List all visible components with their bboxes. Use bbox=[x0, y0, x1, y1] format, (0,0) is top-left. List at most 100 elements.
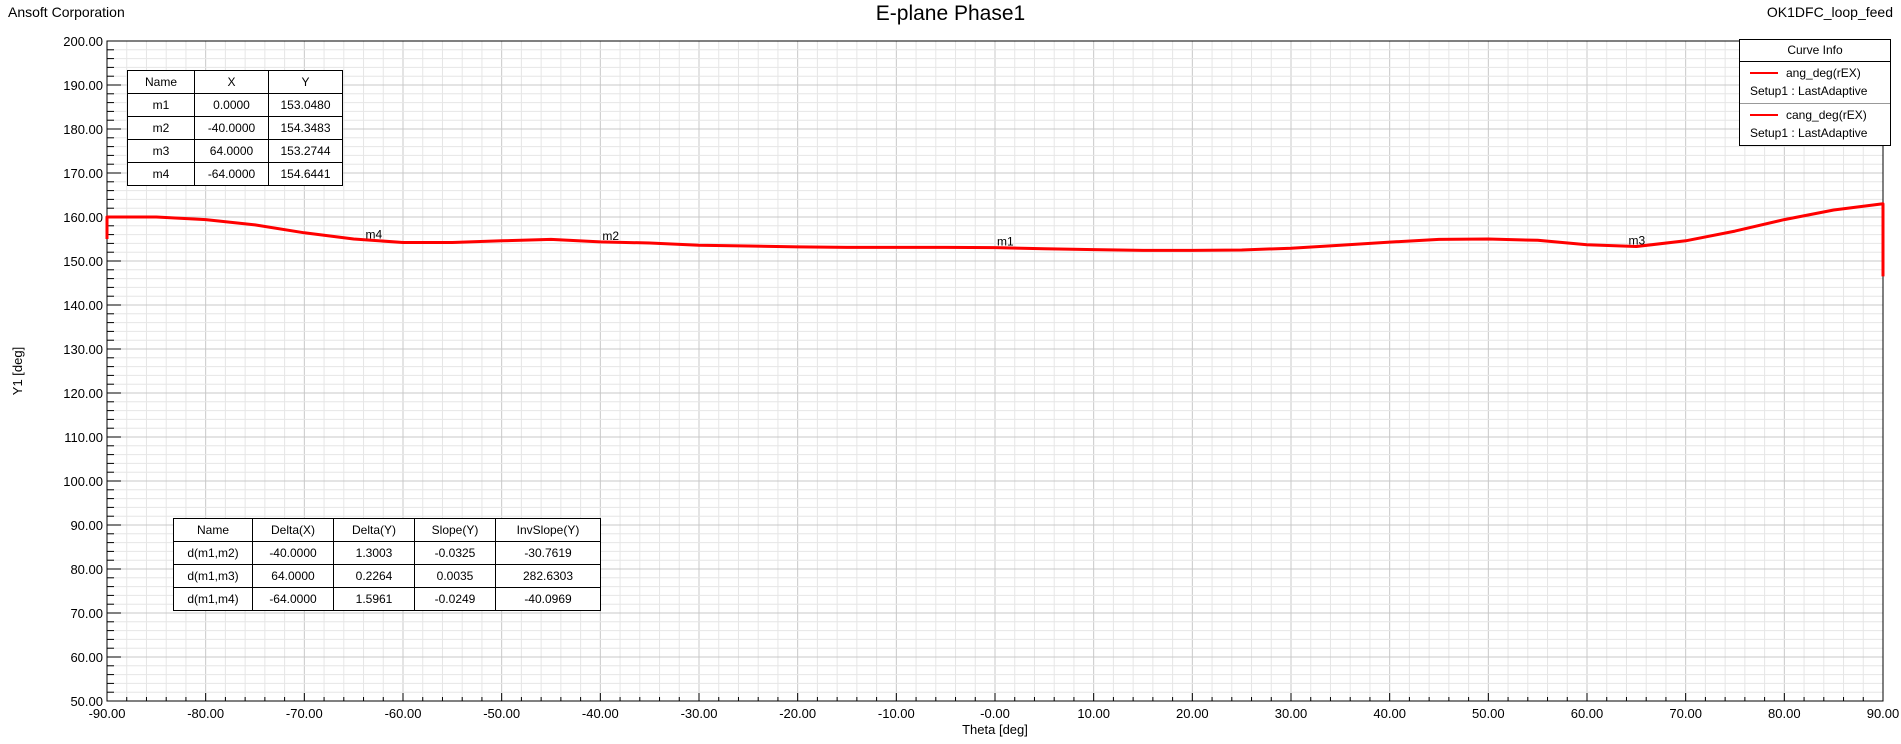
legend-series-name: ang_deg(rEX) bbox=[1786, 66, 1861, 80]
y-tick-label: 180.00 bbox=[63, 122, 103, 137]
y-tick-label: 190.00 bbox=[63, 78, 103, 93]
table-header: Name bbox=[127, 70, 195, 94]
marker-label: m1 bbox=[997, 235, 1014, 249]
series-line bbox=[105, 202, 1885, 277]
y-tick-label: 100.00 bbox=[63, 474, 103, 489]
table-cell: d(m1,m2) bbox=[173, 541, 253, 565]
marker-label: m2 bbox=[602, 229, 619, 243]
table-row: m2 -40.0000 154.3483 bbox=[127, 116, 343, 140]
y-tick-label: 170.00 bbox=[63, 166, 103, 181]
x-tick-label: -70.00 bbox=[286, 706, 323, 721]
x-tick-label: 80.00 bbox=[1768, 706, 1801, 721]
curve-info-legend[interactable]: Curve Info ang_deg(rEX) Setup1 : LastAda… bbox=[1739, 39, 1891, 146]
table-cell: 0.0000 bbox=[194, 93, 269, 117]
x-tick-label: -10.00 bbox=[878, 706, 915, 721]
table-cell: -0.0249 bbox=[414, 587, 496, 611]
x-tick-label: -30.00 bbox=[681, 706, 718, 721]
x-tick-label: 40.00 bbox=[1373, 706, 1406, 721]
y-tick-label: 160.00 bbox=[63, 210, 103, 225]
x-tick-label: -90.00 bbox=[89, 706, 126, 721]
x-tick-label: -40.00 bbox=[582, 706, 619, 721]
y-tick-label: 70.00 bbox=[70, 606, 103, 621]
marker-table: Name X Y m1 0.0000 153.0480 m2 -40.0000 … bbox=[127, 70, 343, 186]
table-header: X bbox=[194, 70, 269, 94]
y-tick-label: 130.00 bbox=[63, 342, 103, 357]
table-row: m3 64.0000 153.2744 bbox=[127, 139, 343, 163]
table-header: Slope(Y) bbox=[414, 518, 496, 542]
table-cell: 0.0035 bbox=[414, 564, 496, 588]
table-cell: 282.6303 bbox=[495, 564, 601, 588]
table-cell: d(m1,m3) bbox=[173, 564, 253, 588]
table-row: d(m1,m3) 64.0000 0.2264 0.0035 282.6303 bbox=[173, 564, 601, 588]
y-tick-label: 150.00 bbox=[63, 254, 103, 269]
table-cell: -40.0969 bbox=[495, 587, 601, 611]
table-row: d(m1,m2) -40.0000 1.3003 -0.0325 -30.761… bbox=[173, 541, 601, 565]
y-tick-label: 60.00 bbox=[70, 650, 103, 665]
x-tick-label: 70.00 bbox=[1669, 706, 1702, 721]
table-cell: 1.5961 bbox=[333, 587, 415, 611]
x-tick-label: -20.00 bbox=[779, 706, 816, 721]
table-header: Y bbox=[268, 70, 343, 94]
table-cell: 153.0480 bbox=[268, 93, 343, 117]
table-header: Delta(X) bbox=[252, 518, 334, 542]
x-tick-label: -0.00 bbox=[980, 706, 1010, 721]
company-label: Ansoft Corporation bbox=[8, 4, 125, 20]
x-tick-label: 30.00 bbox=[1275, 706, 1308, 721]
y-tick-label: 120.00 bbox=[63, 386, 103, 401]
x-tick-label: -50.00 bbox=[483, 706, 520, 721]
line-swatch-icon bbox=[1750, 72, 1778, 74]
line-swatch-icon bbox=[1750, 114, 1778, 116]
y-tick-label: 110.00 bbox=[64, 430, 103, 445]
x-tick-label: 50.00 bbox=[1472, 706, 1505, 721]
y-axis-label: Y1 [deg] bbox=[10, 347, 25, 395]
project-name: OK1DFC_loop_feed bbox=[1766, 4, 1893, 20]
table-cell: -64.0000 bbox=[194, 162, 269, 186]
legend-item[interactable]: ang_deg(rEX) Setup1 : LastAdaptive bbox=[1740, 62, 1890, 104]
table-cell: -40.0000 bbox=[252, 541, 334, 565]
table-cell: m4 bbox=[127, 162, 195, 186]
y-tick-label: 80.00 bbox=[70, 562, 103, 577]
table-cell: m3 bbox=[127, 139, 195, 163]
table-cell: 64.0000 bbox=[194, 139, 269, 163]
legend-series-name: cang_deg(rEX) bbox=[1786, 108, 1867, 122]
marker-label: m4 bbox=[366, 228, 383, 242]
x-tick-label: 60.00 bbox=[1571, 706, 1604, 721]
x-tick-label: 20.00 bbox=[1176, 706, 1209, 721]
x-axis-label: Theta [deg] bbox=[962, 722, 1028, 737]
table-cell: -40.0000 bbox=[194, 116, 269, 140]
table-cell: 153.2744 bbox=[268, 139, 343, 163]
table-row: m1 0.0000 153.0480 bbox=[127, 93, 343, 117]
marker-label: m3 bbox=[1628, 234, 1645, 248]
chart-title: E-plane Phase1 bbox=[875, 2, 1026, 25]
table-header: Name bbox=[173, 518, 253, 542]
table-cell: 154.6441 bbox=[268, 162, 343, 186]
y-tick-label: 140.00 bbox=[63, 298, 103, 313]
x-tick-label: -80.00 bbox=[187, 706, 224, 721]
table-cell: 64.0000 bbox=[252, 564, 334, 588]
axis-ticks bbox=[106, 40, 1884, 702]
table-header-row: Name Delta(X) Delta(Y) Slope(Y) InvSlope… bbox=[173, 518, 601, 542]
table-header: Delta(Y) bbox=[333, 518, 415, 542]
x-tick-label: 90.00 bbox=[1867, 706, 1900, 721]
delta-table: Name Delta(X) Delta(Y) Slope(Y) InvSlope… bbox=[173, 518, 601, 611]
x-tick-label: 10.00 bbox=[1077, 706, 1110, 721]
table-cell: -64.0000 bbox=[252, 587, 334, 611]
table-cell: -0.0325 bbox=[414, 541, 496, 565]
table-row: d(m1,m4) -64.0000 1.5961 -0.0249 -40.096… bbox=[173, 587, 601, 611]
table-cell: m1 bbox=[127, 93, 195, 117]
table-cell: d(m1,m4) bbox=[173, 587, 253, 611]
table-cell: 1.3003 bbox=[333, 541, 415, 565]
legend-item[interactable]: cang_deg(rEX) Setup1 : LastAdaptive bbox=[1740, 104, 1890, 145]
table-header: InvSlope(Y) bbox=[495, 518, 601, 542]
table-cell: 154.3483 bbox=[268, 116, 343, 140]
y-tick-label: 50.00 bbox=[70, 694, 103, 709]
y-tick-label: 90.00 bbox=[70, 518, 103, 533]
table-cell: 0.2264 bbox=[333, 564, 415, 588]
table-row: m4 -64.0000 154.6441 bbox=[127, 162, 343, 186]
legend-setup-label: Setup1 : LastAdaptive bbox=[1750, 126, 1868, 140]
legend-title: Curve Info bbox=[1740, 40, 1890, 62]
table-cell: -30.7619 bbox=[495, 541, 601, 565]
y-tick-label: 200.00 bbox=[63, 34, 103, 49]
x-tick-label: -60.00 bbox=[385, 706, 422, 721]
table-header-row: Name X Y bbox=[127, 70, 343, 94]
